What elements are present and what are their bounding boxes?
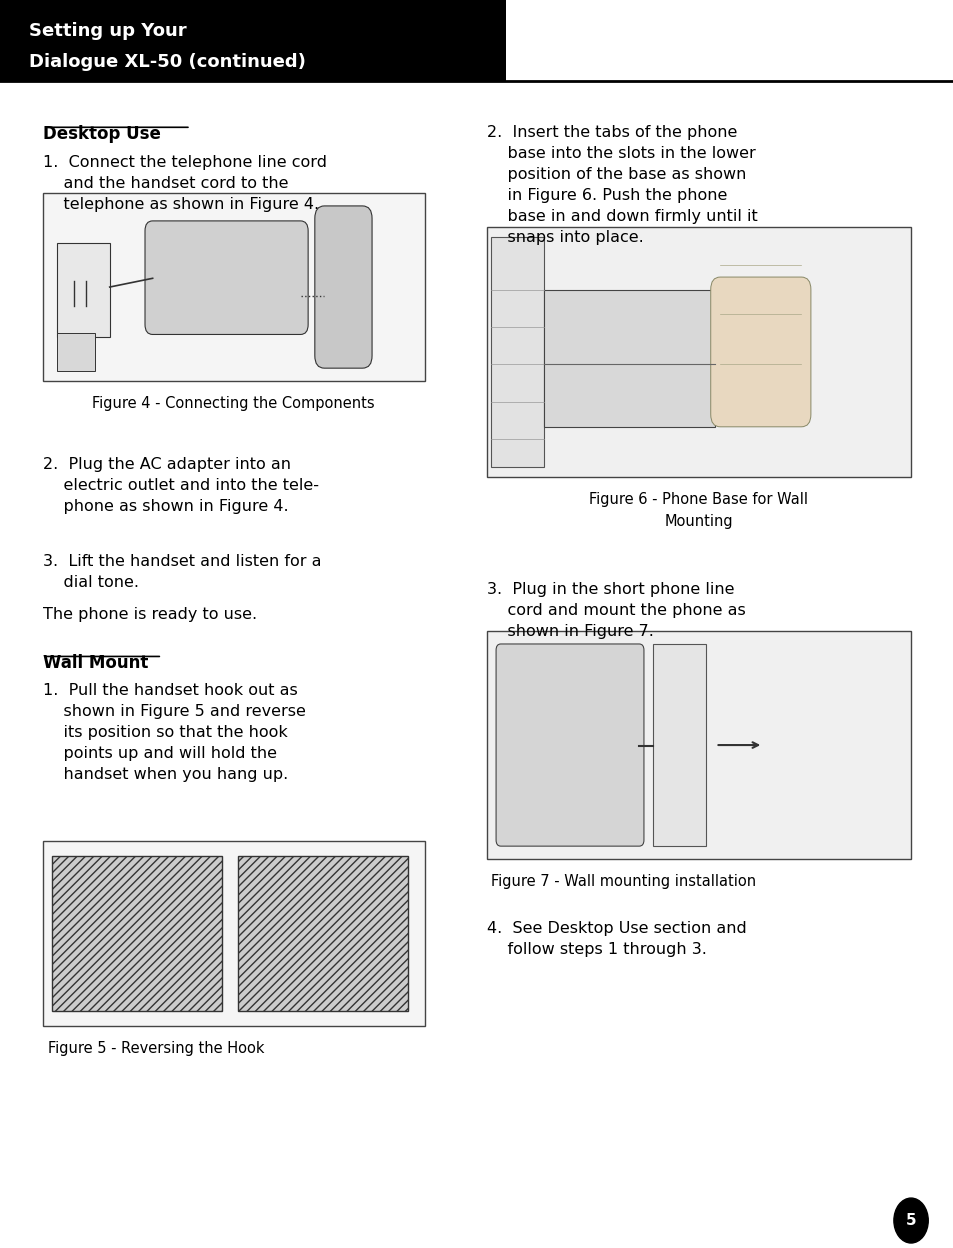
Text: Figure 4 - Connecting the Components: Figure 4 - Connecting the Components	[92, 396, 375, 411]
FancyBboxPatch shape	[238, 856, 408, 1011]
Text: 3.  Lift the handset and listen for a
    dial tone.: 3. Lift the handset and listen for a dia…	[43, 554, 321, 590]
Text: 5: 5	[904, 1213, 916, 1228]
Text: The phone is ready to use.: The phone is ready to use.	[43, 607, 256, 622]
Text: Dialogue XL-50 (continued): Dialogue XL-50 (continued)	[29, 54, 305, 71]
FancyBboxPatch shape	[57, 333, 95, 371]
Text: 3.  Plug in the short phone line
    cord and mount the phone as
    shown in Fi: 3. Plug in the short phone line cord and…	[486, 582, 744, 639]
FancyBboxPatch shape	[43, 841, 424, 1026]
FancyBboxPatch shape	[145, 221, 308, 334]
FancyBboxPatch shape	[0, 0, 505, 81]
FancyBboxPatch shape	[496, 644, 643, 846]
FancyBboxPatch shape	[314, 206, 372, 368]
Text: Figure 6 - Phone Base for Wall: Figure 6 - Phone Base for Wall	[589, 492, 807, 507]
Text: 4.  See Desktop Use section and
    follow steps 1 through 3.: 4. See Desktop Use section and follow st…	[486, 921, 745, 957]
Text: 1.  Pull the handset hook out as
    shown in Figure 5 and reverse
    its posit: 1. Pull the handset hook out as shown in…	[43, 683, 306, 781]
Text: Figure 5 - Reversing the Hook: Figure 5 - Reversing the Hook	[48, 1041, 264, 1056]
Text: 1.  Connect the telephone line cord
    and the handset cord to the
    telephon: 1. Connect the telephone line cord and t…	[43, 155, 327, 212]
FancyBboxPatch shape	[491, 237, 543, 467]
Text: Desktop Use: Desktop Use	[43, 125, 161, 142]
Text: Mounting: Mounting	[664, 514, 732, 529]
FancyBboxPatch shape	[486, 227, 910, 477]
Text: 2.  Insert the tabs of the phone
    base into the slots in the lower
    positi: 2. Insert the tabs of the phone base int…	[486, 125, 757, 245]
FancyBboxPatch shape	[486, 631, 910, 859]
FancyBboxPatch shape	[57, 243, 110, 337]
Text: Wall Mount: Wall Mount	[43, 654, 148, 671]
FancyBboxPatch shape	[543, 290, 715, 427]
Circle shape	[893, 1198, 927, 1243]
FancyBboxPatch shape	[710, 277, 810, 427]
FancyBboxPatch shape	[653, 644, 705, 846]
Text: Figure 7 - Wall mounting installation: Figure 7 - Wall mounting installation	[491, 874, 756, 889]
FancyBboxPatch shape	[43, 193, 424, 381]
FancyBboxPatch shape	[52, 856, 222, 1011]
Text: 2.  Plug the AC adapter into an
    electric outlet and into the tele-
    phone: 2. Plug the AC adapter into an electric …	[43, 457, 318, 514]
Text: Setting up Your: Setting up Your	[29, 22, 186, 40]
